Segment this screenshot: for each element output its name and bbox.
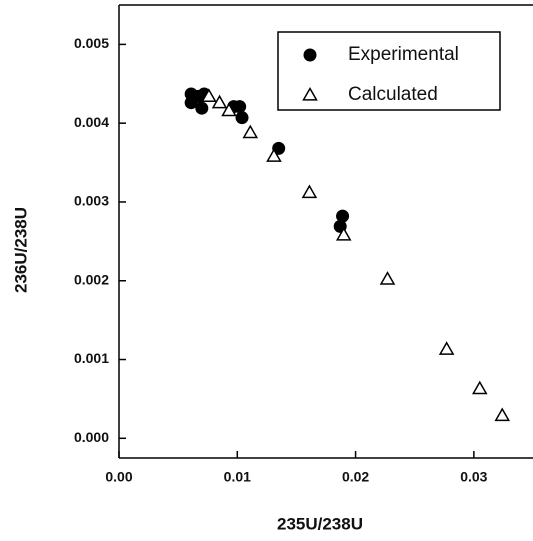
triangle-marker bbox=[201, 88, 217, 103]
triangle-marker bbox=[266, 148, 282, 162]
x-tick-label: 0.03 bbox=[460, 469, 487, 485]
legend-marker bbox=[303, 48, 317, 62]
triangle-marker bbox=[335, 227, 352, 241]
y-tick-label: 0.003 bbox=[74, 193, 109, 209]
triangle-marker bbox=[494, 407, 511, 422]
x-axis-label: 235U/238U bbox=[277, 514, 363, 533]
y-tick-label: 0.005 bbox=[74, 35, 109, 51]
triangle-marker bbox=[242, 124, 259, 139]
triangle-marker bbox=[301, 184, 318, 199]
y-tick-label: 0.002 bbox=[74, 271, 109, 287]
x-tick-label: 0.01 bbox=[224, 469, 251, 485]
y-tick-label: 0.001 bbox=[74, 350, 109, 366]
circle-marker bbox=[235, 111, 249, 125]
circle-marker bbox=[233, 100, 247, 114]
x-tick-label: 0.00 bbox=[105, 469, 132, 485]
triangle-marker bbox=[471, 380, 488, 395]
y-tick-label: 0.000 bbox=[74, 429, 109, 445]
triangle-marker bbox=[211, 94, 228, 109]
circle-marker bbox=[195, 101, 209, 115]
circle-marker bbox=[336, 209, 350, 223]
legend-marker bbox=[302, 86, 318, 101]
triangle-marker bbox=[379, 271, 396, 285]
legend-label: Experimental bbox=[348, 44, 459, 65]
x-tick-label: 0.02 bbox=[342, 469, 369, 485]
legend-label: Calculated bbox=[348, 84, 438, 105]
y-tick-label: 0.004 bbox=[74, 114, 109, 130]
triangle-marker bbox=[221, 102, 237, 117]
legend: Experimental Calculated bbox=[277, 31, 501, 111]
y-axis-label: 236U/238U bbox=[11, 207, 30, 293]
triangle-marker bbox=[438, 341, 455, 355]
